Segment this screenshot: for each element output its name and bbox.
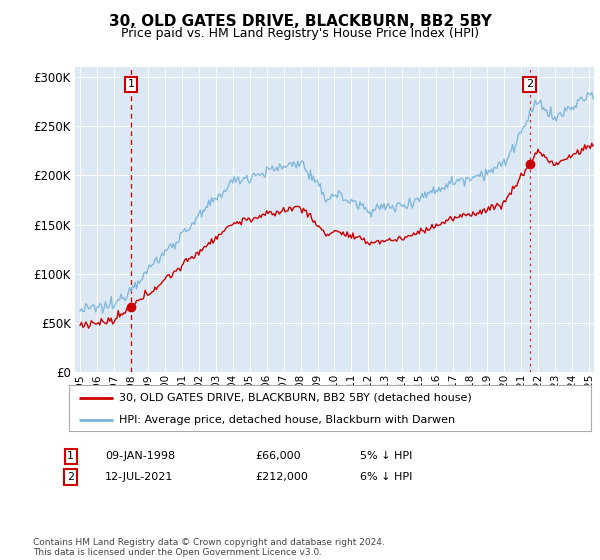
Text: 12-JUL-2021: 12-JUL-2021 <box>105 472 173 482</box>
Text: 5% ↓ HPI: 5% ↓ HPI <box>360 451 412 461</box>
Text: Price paid vs. HM Land Registry's House Price Index (HPI): Price paid vs. HM Land Registry's House … <box>121 27 479 40</box>
Text: 6% ↓ HPI: 6% ↓ HPI <box>360 472 412 482</box>
Text: 2: 2 <box>67 472 74 482</box>
Text: 1: 1 <box>67 451 74 461</box>
Text: 30, OLD GATES DRIVE, BLACKBURN, BB2 5BY (detached house): 30, OLD GATES DRIVE, BLACKBURN, BB2 5BY … <box>119 393 472 403</box>
Text: 30, OLD GATES DRIVE, BLACKBURN, BB2 5BY: 30, OLD GATES DRIVE, BLACKBURN, BB2 5BY <box>109 14 491 29</box>
Text: £66,000: £66,000 <box>255 451 301 461</box>
Text: HPI: Average price, detached house, Blackburn with Darwen: HPI: Average price, detached house, Blac… <box>119 415 455 424</box>
Text: 1: 1 <box>127 80 134 90</box>
Text: £212,000: £212,000 <box>255 472 308 482</box>
Text: 09-JAN-1998: 09-JAN-1998 <box>105 451 175 461</box>
Text: Contains HM Land Registry data © Crown copyright and database right 2024.
This d: Contains HM Land Registry data © Crown c… <box>33 538 385 557</box>
Text: 2: 2 <box>526 80 533 90</box>
